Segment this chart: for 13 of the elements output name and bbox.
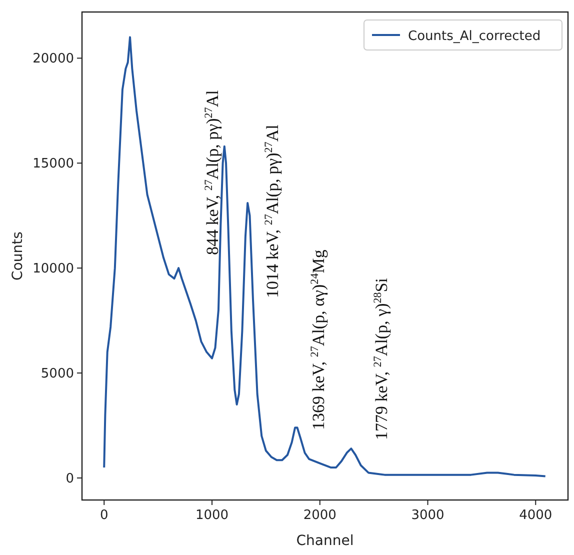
x-tick-label: 0 xyxy=(100,508,108,523)
legend-label: Counts_Al_corrected xyxy=(408,29,541,44)
y-tick-label: 0 xyxy=(66,471,74,486)
x-tick-label: 1000 xyxy=(195,508,229,523)
x-tick-label: 4000 xyxy=(519,508,552,523)
y-tick-label: 10000 xyxy=(32,262,74,277)
y-axis-title: Counts xyxy=(10,232,26,280)
y-tick-label: 15000 xyxy=(32,156,74,172)
x-tick-label: 3000 xyxy=(411,508,444,523)
x-tick-label: 2000 xyxy=(303,508,336,523)
y-tick-label: 20000 xyxy=(32,52,74,67)
y-tick-label: 5000 xyxy=(40,366,74,382)
x-axis-title: Channel xyxy=(296,533,354,549)
